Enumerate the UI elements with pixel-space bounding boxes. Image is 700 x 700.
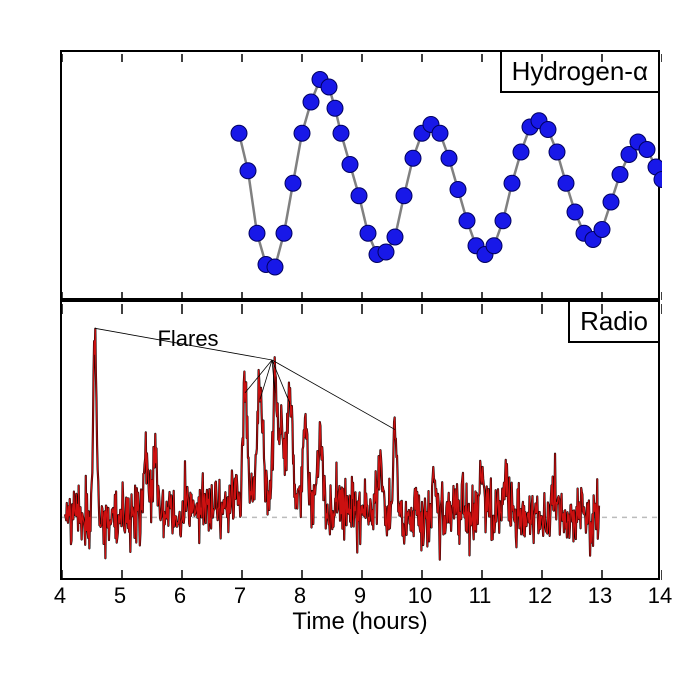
x-tick-label: 8 [294,583,306,609]
x-tick-label: 10 [408,583,432,609]
panel-hydrogen-alpha: Hydrogen-α [60,50,660,300]
flares-annotation-label: Flares [157,326,218,352]
x-tick-label: 6 [174,583,186,609]
x-tick-label: 14 [648,583,672,609]
x-axis-title: Time (hours) [292,608,427,685]
figure: Hydrogen-α Radio Flares 4567891011121314… [60,50,660,620]
x-tick-label: 9 [354,583,366,609]
x-tick-label: 11 [469,583,492,609]
panel-radio: Radio Flares [60,300,660,580]
x-tick-label: 13 [588,583,612,609]
x-tick-label: 4 [54,583,66,609]
x-tick-label: 7 [234,583,246,609]
x-tick-label: 5 [114,583,126,609]
x-tick-label: 12 [528,583,552,609]
